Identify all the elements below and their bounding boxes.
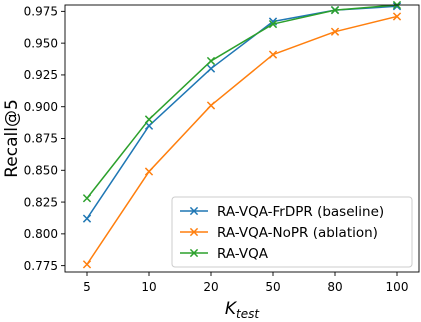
legend: RA-VQA-FrDPR (baseline) RA-VQA-NoPR (abla… [171,196,413,268]
y-tick-label: 0.875 [24,132,58,146]
legend-item: RA-VQA-NoPR (ablation) [180,225,378,241]
y-tick-label: 0.825 [24,195,58,209]
series-3 [82,0,402,203]
data-point-marker [144,115,154,124]
data-point-marker [330,5,340,15]
axes: 0.775 0.800 0.825 0.850 0.875 0.900 0.925 0.950… [2,4,420,321]
y-tick-label: 0.850 [24,163,58,177]
y-tick-label: 0.925 [24,68,58,82]
data-point-marker [206,101,216,110]
data-point-marker [206,64,216,73]
data-point-marker [392,12,402,21]
y-tick-label: 0.900 [24,100,58,114]
y-tick-label: 0.975 [24,5,58,19]
legend-swatch-marker [189,206,199,216]
data-point-marker [268,19,278,29]
x-tick-label: 50 [265,280,280,294]
y-axis-title: Recall@5 [2,99,22,178]
data-point-marker [206,56,216,66]
legend-label: RA-VQA [217,246,269,262]
data-point-marker [268,50,278,59]
series-2 [82,12,402,269]
x-tick-label: 100 [386,280,409,294]
x-tick-label: 10 [141,280,156,294]
series-line [86,4,398,199]
y-tick-label: 0.775 [24,259,58,273]
data-point-marker [82,194,92,203]
x-tick-label: 20 [203,280,218,294]
legend-label: RA-VQA-NoPR (ablation) [217,225,378,241]
legend-swatch-marker [189,227,199,237]
data-point-marker [82,260,92,269]
legend-item: RA-VQA [180,246,269,262]
legend-box [171,196,413,268]
series-line [86,15,398,265]
x-tick-label: 5 [83,280,91,294]
data-point-marker [392,2,402,11]
y-tick-label: 0.950 [24,36,58,50]
x-axis-title: Ktest [225,299,260,321]
series-layer [82,0,402,269]
legend-swatch-marker [189,248,199,258]
data-point-marker [144,167,154,176]
legend-label: RA-VQA-FrDPR (baseline) [217,204,384,220]
data-point-marker [82,214,92,223]
data-point-marker [330,27,340,36]
y-tick-label: 0.800 [24,227,58,241]
legend-item: RA-VQA-FrDPR (baseline) [180,204,384,220]
x-tick-label: 80 [327,280,342,294]
